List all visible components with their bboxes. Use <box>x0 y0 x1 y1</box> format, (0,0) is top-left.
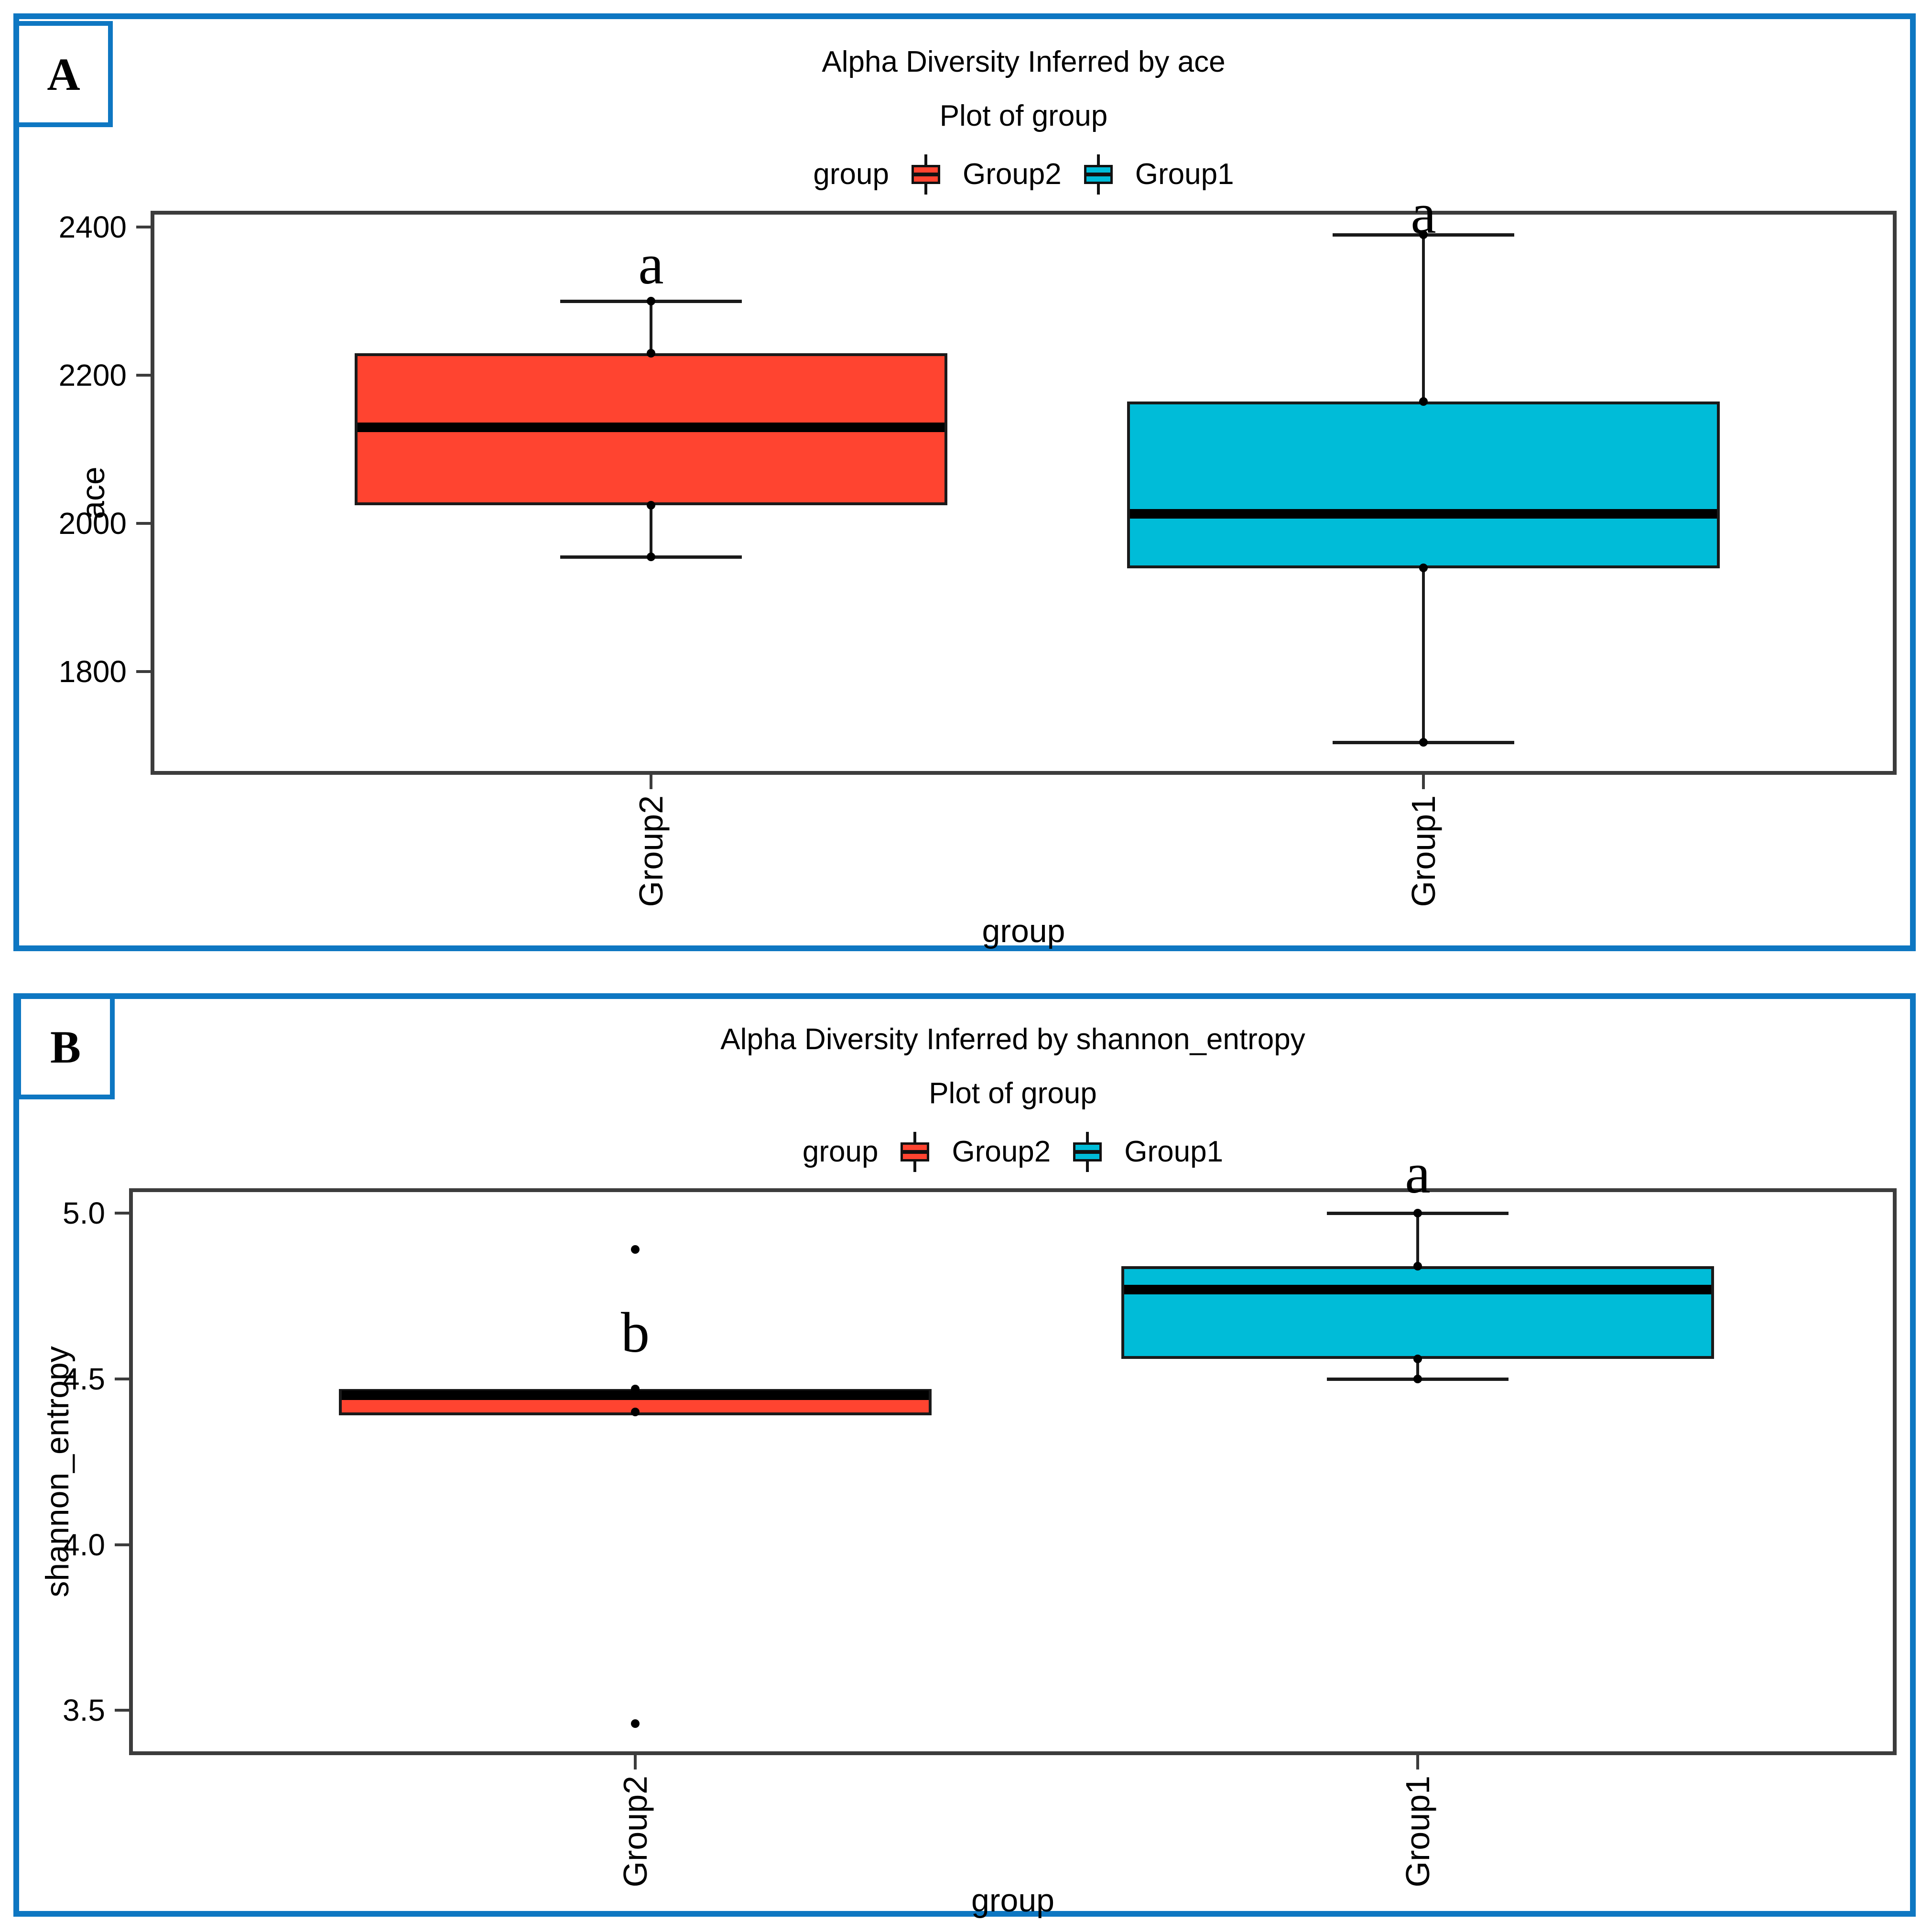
data-point-dot <box>1419 397 1428 406</box>
panel-1-y-axis-title: shannon_entropy <box>39 1346 76 1597</box>
y-axis-tick-label: 1800 <box>58 654 127 689</box>
panel-1-frame <box>13 993 1916 1917</box>
legend-key-boxplot-icon <box>1084 152 1113 196</box>
panel-0-frame <box>13 13 1916 951</box>
x-axis-category-label: Group2 <box>617 1776 654 1888</box>
y-axis-tick-label: 3.5 <box>63 1693 105 1727</box>
significance-letter: b <box>621 1301 650 1364</box>
significance-letter: a <box>638 232 664 296</box>
data-point-dot <box>647 349 655 358</box>
data-point-dot <box>631 1408 640 1416</box>
panel-1-legend-label-1: Group1 <box>1124 1135 1224 1168</box>
y-axis-tick-label: 2400 <box>58 210 127 244</box>
panel-1-corner-label: B <box>16 994 115 1099</box>
data-point-dot <box>1413 1285 1422 1294</box>
upper-whisker-line <box>1422 235 1425 402</box>
panel-1-title: Alpha Diversity Inferred by shannon_entr… <box>720 1023 1305 1056</box>
x-axis-tick-mark <box>634 1755 637 1769</box>
outlier-dot <box>631 1719 640 1728</box>
y-axis-tick-label: 4.0 <box>63 1528 105 1562</box>
data-point-dot <box>1419 738 1428 747</box>
x-axis-tick-mark <box>1416 1755 1419 1769</box>
upper-whisker-line <box>650 301 652 353</box>
legend-key-median <box>1073 1150 1102 1154</box>
legend-key-median <box>1084 173 1113 176</box>
panel-0-y-axis-title: ace <box>75 467 111 519</box>
y-axis-tick-label: 2000 <box>58 506 127 541</box>
x-axis-tick-mark <box>1422 775 1425 789</box>
data-point-dot <box>1419 564 1428 572</box>
panel-1-subtitle: Plot of group <box>929 1077 1097 1110</box>
y-axis-tick-mark <box>115 1543 129 1546</box>
panel-1-legend-label-0: Group2 <box>952 1135 1051 1168</box>
panel-0-x-axis-title: group <box>982 913 1065 949</box>
panel-1-legend-title: group <box>802 1135 879 1168</box>
significance-letter: a <box>1411 182 1436 245</box>
lower-whisker-line <box>1422 568 1425 742</box>
data-point-dot <box>1413 1262 1422 1270</box>
panel-1-x-axis-title: group <box>971 1882 1054 1919</box>
panel-0-legend-title: group <box>813 158 889 191</box>
x-axis-tick-mark <box>650 775 652 789</box>
outlier-dot <box>631 1245 640 1254</box>
legend-key-boxplot-icon <box>1073 1130 1102 1174</box>
upper-whisker-line <box>1416 1213 1419 1266</box>
boxplot-box-group1 <box>1121 1266 1714 1359</box>
boxplot-box-group1 <box>1127 402 1720 568</box>
panel-0-subtitle: Plot of group <box>939 99 1108 132</box>
lower-whisker-line <box>1416 1359 1419 1379</box>
data-point-dot <box>1413 1209 1422 1217</box>
legend-key-boxplot-icon <box>900 1130 930 1174</box>
y-axis-tick-mark <box>136 374 151 377</box>
legend-key-median <box>911 173 940 176</box>
data-point-dot <box>647 501 655 510</box>
x-axis-category-label: Group1 <box>1405 795 1442 907</box>
x-axis-category-label: Group2 <box>632 795 670 907</box>
data-point-dot <box>647 297 655 305</box>
y-axis-tick-label: 4.5 <box>63 1362 105 1396</box>
panel-0-legend: group Group2 Group1 <box>151 152 1897 196</box>
lower-whisker-line <box>650 505 652 557</box>
panel-0-title: Alpha Diversity Inferred by ace <box>822 45 1226 78</box>
y-axis-tick-mark <box>115 1709 129 1712</box>
panel-1-legend: group Group2 Group1 <box>129 1130 1897 1174</box>
panel-0-corner-label: A <box>14 21 113 127</box>
y-axis-tick-mark <box>115 1212 129 1215</box>
panel-0-legend-label-0: Group2 <box>962 158 1062 191</box>
y-axis-tick-label: 2200 <box>58 358 127 392</box>
data-point-dot <box>1419 510 1428 518</box>
y-axis-tick-label: 5.0 <box>63 1196 105 1230</box>
legend-key-median <box>901 1150 930 1154</box>
data-point-dot <box>647 423 655 432</box>
y-axis-tick-mark <box>136 670 151 673</box>
y-axis-tick-mark <box>136 522 151 525</box>
panel-0-legend-label-1: Group1 <box>1135 158 1234 191</box>
data-point-dot <box>631 1391 640 1400</box>
data-point-dot <box>1413 1355 1422 1363</box>
y-axis-tick-mark <box>115 1378 129 1380</box>
data-point-dot <box>1413 1375 1422 1383</box>
y-axis-tick-mark <box>136 226 151 228</box>
data-point-dot <box>647 553 655 561</box>
data-point-dot <box>1419 230 1428 239</box>
significance-letter: a <box>1405 1141 1431 1205</box>
legend-key-boxplot-icon <box>911 152 941 196</box>
x-axis-category-label: Group1 <box>1399 1776 1436 1888</box>
